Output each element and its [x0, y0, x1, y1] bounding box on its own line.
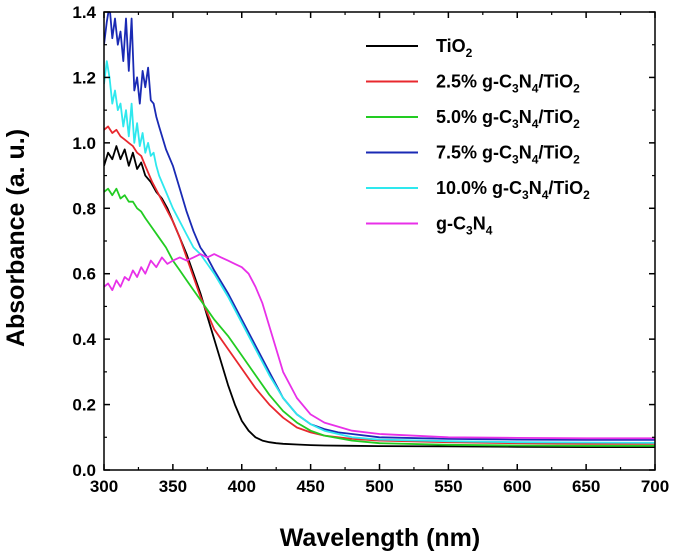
series-line-5 — [104, 253, 655, 440]
x-tick-label: 450 — [296, 477, 324, 496]
y-tick-label: 0.0 — [72, 461, 96, 480]
legend-label: g-C3N4 — [436, 214, 493, 238]
y-tick-label: 1.4 — [72, 3, 96, 22]
legend-entry-5: g-C3N4 — [366, 214, 493, 238]
legend-entry-4: 10.0% g-C3N4/TiO2 — [366, 178, 590, 202]
x-axis-title: Wavelength (nm) — [280, 524, 480, 552]
y-tick-label: 0.6 — [72, 265, 96, 284]
y-tick-label: 1.0 — [72, 134, 96, 153]
x-tick-label: 400 — [228, 477, 256, 496]
series-line-3 — [104, 12, 655, 441]
legend: TiO2 2.5% g-C3N4/TiO2 5.0% g-C3N4/TiO2 7.5%… — [366, 36, 590, 238]
legend-label: 2.5% g-C3N4/TiO2 — [436, 72, 580, 96]
x-tick-label: 350 — [159, 477, 187, 496]
legend-entry-2: 5.0% g-C3N4/TiO2 — [366, 107, 580, 131]
legend-label: TiO2 — [436, 36, 473, 60]
series-line-0 — [104, 145, 655, 449]
x-tick-label: 550 — [434, 477, 462, 496]
y-axis-title: Absorbance (a. u.) — [2, 129, 30, 347]
legend-entry-3: 7.5% g-C3N4/TiO2 — [366, 143, 580, 167]
x-tick-label: 650 — [572, 477, 600, 496]
legend-label: 5.0% g-C3N4/TiO2 — [436, 107, 580, 131]
plot-area — [104, 12, 655, 449]
x-tick-label: 700 — [641, 477, 669, 496]
y-tick-label: 0.8 — [72, 199, 96, 218]
y-tick-label: 1.2 — [72, 68, 96, 87]
y-tick-label: 0.2 — [72, 396, 96, 415]
legend-label: 10.0% g-C3N4/TiO2 — [436, 178, 590, 202]
legend-entry-0: TiO2 — [366, 36, 473, 60]
series-line-2 — [104, 187, 655, 447]
legend-label: 7.5% g-C3N4/TiO2 — [436, 143, 580, 167]
x-tick-label: 500 — [365, 477, 393, 496]
axes: 300 350 400 450 500 550 600 650 700 0.0 0.2 0.4 0.6 0… — [72, 3, 669, 496]
series-line-4 — [104, 60, 655, 444]
y-tick-label: 0.4 — [72, 330, 96, 349]
legend-entry-1: 2.5% g-C3N4/TiO2 — [366, 72, 580, 96]
x-tick-label: 300 — [90, 477, 118, 496]
series-line-1 — [104, 125, 655, 445]
x-tick-label: 600 — [503, 477, 531, 496]
